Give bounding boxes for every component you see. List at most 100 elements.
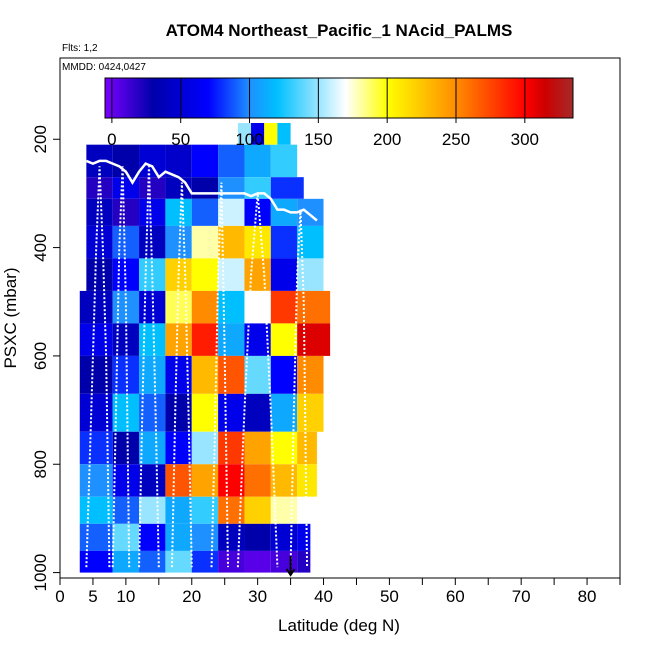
- profile-line: [111, 166, 131, 568]
- y-tick-label: 200: [31, 125, 50, 153]
- heat-cell: [112, 550, 140, 573]
- heat-cell: [139, 144, 166, 178]
- heat-cell: [139, 431, 166, 465]
- heat-cell: [244, 496, 271, 524]
- heat-cell: [191, 431, 219, 465]
- colorbar-rect: [104, 77, 574, 119]
- y-axis-label: PSXC (mbar): [1, 267, 20, 368]
- colorbar-tick-label: 250: [442, 130, 470, 149]
- heat-cell: [191, 323, 219, 356]
- heat-cell: [86, 225, 113, 259]
- heat-cell: [297, 496, 317, 524]
- x-tick-label: 5: [88, 587, 97, 606]
- heat-cell: [191, 290, 219, 324]
- profile-line: [236, 193, 279, 568]
- heat-cell: [79, 290, 113, 324]
- heat-cell: [270, 290, 298, 324]
- heat-cell: [191, 523, 219, 551]
- heat-cell: [244, 258, 271, 291]
- colorbar-tick-label: 150: [304, 130, 332, 149]
- heat-cell: [218, 393, 245, 432]
- heat-cell: [139, 523, 166, 551]
- arrow-marker: [285, 556, 296, 577]
- heat-cell: [297, 323, 331, 356]
- colorbar-tick-label: 0: [107, 130, 116, 149]
- heat-cell: [165, 393, 192, 432]
- heat-cell: [244, 355, 271, 394]
- x-tick-label: 70: [512, 587, 531, 606]
- y-tick-label: 800: [31, 450, 50, 478]
- heat-cell: [112, 496, 140, 524]
- date-note: MMDD: 0424,0427: [62, 62, 146, 73]
- heat-cell: [191, 225, 219, 259]
- heat-cell: [297, 431, 317, 465]
- colorbar: 0 50 100 150 200 250 300: [104, 77, 574, 149]
- x-tick-label: 60: [446, 587, 465, 606]
- heat-cell: [218, 550, 245, 573]
- x-tick-label: 30: [248, 587, 267, 606]
- profile-line: [138, 166, 160, 568]
- heat-cell: [86, 198, 113, 226]
- heat-cell: [139, 464, 166, 497]
- heat-cell: [191, 496, 219, 524]
- heat-cell: [112, 523, 140, 551]
- heat-cell: [165, 496, 192, 524]
- heat-cell: [218, 523, 245, 551]
- heat-cell: [165, 431, 192, 465]
- heat-cell: [270, 258, 298, 291]
- heat-cell: [165, 464, 192, 497]
- heat-cell: [244, 464, 271, 497]
- heat-cell: [270, 144, 298, 178]
- heat-cell: [112, 393, 140, 432]
- heat-cell: [79, 550, 113, 573]
- heat-cell: [297, 290, 331, 324]
- heat-cell: [191, 393, 219, 432]
- heat-cell: [218, 464, 245, 497]
- heat-cell: [79, 496, 113, 524]
- heat-cell: [297, 550, 311, 573]
- x-tick-label: 40: [314, 587, 333, 606]
- heat-cell: [165, 225, 192, 259]
- heat-cell: [218, 355, 245, 394]
- flights-note: Flts: 1,2: [62, 43, 98, 54]
- x-axis-label: Latitude (deg N): [278, 616, 400, 635]
- profile-line: [171, 182, 193, 568]
- heat-cell: [270, 431, 298, 465]
- x-tick-label: 10: [116, 587, 135, 606]
- heat-cell: [191, 550, 219, 573]
- x-tick-label: 0: [55, 587, 64, 606]
- heat-cell: [112, 198, 140, 226]
- heatmap-cells: [79, 123, 331, 573]
- heat-cell: [218, 323, 245, 356]
- heat-cell: [112, 431, 140, 465]
- heat-cell: [277, 123, 291, 145]
- heat-cell: [270, 177, 304, 199]
- plot-area: [59, 57, 621, 579]
- heat-cell: [244, 431, 271, 465]
- heat-cell: [297, 393, 324, 432]
- heat-cell: [139, 177, 166, 199]
- colorbar-tick-label: 100: [235, 130, 263, 149]
- y-tick-label: 1000: [31, 554, 50, 592]
- heat-cell: [79, 355, 113, 394]
- heat-cell: [191, 464, 219, 497]
- flight-track: [85, 159, 318, 222]
- heat-cell: [244, 550, 271, 573]
- x-tick-label: 20: [182, 587, 201, 606]
- colorbar-tick-label: 50: [171, 130, 190, 149]
- heat-cell: [139, 393, 166, 432]
- heat-cell: [86, 177, 113, 199]
- heat-cell: [191, 355, 219, 394]
- profile-line: [85, 166, 111, 568]
- heat-cell: [244, 523, 271, 551]
- x-tick-label: 50: [380, 587, 399, 606]
- y-tick-label: 600: [31, 342, 50, 370]
- flight-track-line: [85, 159, 318, 222]
- heat-cell: [297, 258, 324, 291]
- heat-cell: [218, 144, 245, 178]
- colorbar-tick-label: 200: [373, 130, 401, 149]
- heat-cell: [244, 144, 271, 178]
- heat-cell: [244, 225, 271, 259]
- heat-cell: [237, 123, 252, 145]
